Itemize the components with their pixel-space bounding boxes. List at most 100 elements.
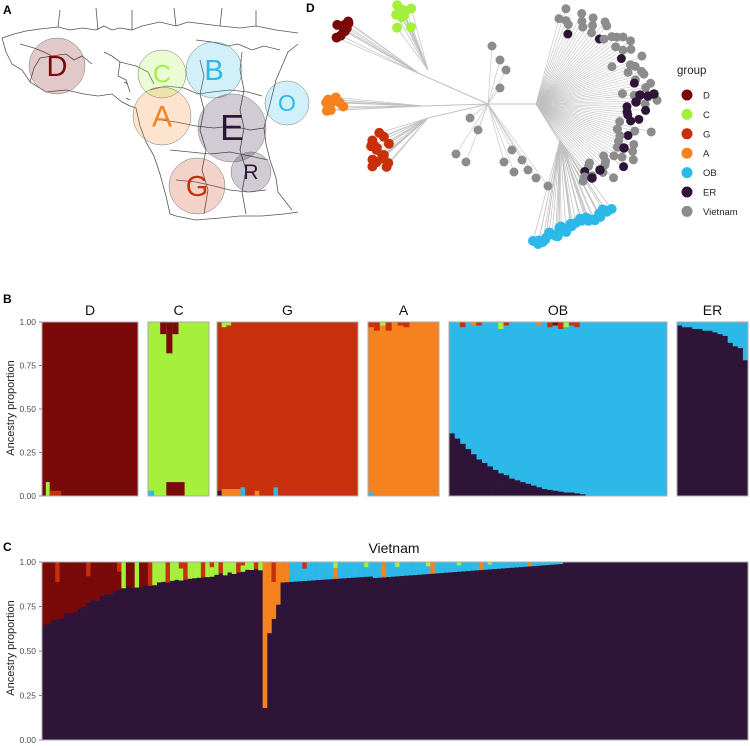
bar-segment-ob bbox=[682, 322, 688, 328]
tree-point-vietnam bbox=[617, 152, 627, 162]
facet-base-g bbox=[217, 322, 358, 496]
region-label-a: A bbox=[152, 100, 172, 133]
region-label-e: E bbox=[220, 107, 244, 148]
tree-edge bbox=[535, 25, 593, 105]
tree-edge bbox=[487, 103, 505, 163]
vietnam-bar-segment bbox=[306, 562, 312, 581]
tree-point-vietnam bbox=[626, 36, 636, 46]
vietnam-bar-segment bbox=[346, 562, 352, 579]
tree-point-vietnam bbox=[554, 14, 564, 24]
vietnam-bar-segment bbox=[134, 562, 140, 588]
vietnam-bar-segment bbox=[55, 562, 60, 583]
tree-edge bbox=[535, 82, 635, 105]
vietnam-bar-segment bbox=[117, 562, 122, 572]
vietnam-bar-segment bbox=[94, 562, 100, 601]
tree-point-vietnam bbox=[578, 176, 588, 186]
vietnam-bar-segment bbox=[192, 562, 197, 579]
tree-edge bbox=[487, 103, 549, 187]
vietnam-bar-segment bbox=[178, 562, 184, 569]
tree-edge bbox=[335, 97, 425, 107]
bar-segment-c bbox=[563, 322, 569, 328]
vietnam-bar-segment bbox=[302, 562, 307, 581]
vietnam-bar-segment bbox=[395, 562, 400, 568]
facet-base-er bbox=[677, 322, 748, 496]
bar-segment-ob bbox=[707, 322, 713, 331]
vietnam-bar-segment bbox=[403, 562, 409, 576]
bar-segment-d bbox=[166, 322, 173, 354]
facet-ob: OB bbox=[448, 302, 668, 497]
vietnam-bar-segment bbox=[430, 562, 435, 574]
bar-segment-ob bbox=[742, 322, 749, 361]
vietnam-bar-segment bbox=[399, 562, 405, 577]
vietnam-bar-segment bbox=[355, 562, 360, 578]
tree-edge bbox=[535, 103, 623, 158]
vietnam-bar-segment bbox=[425, 562, 431, 575]
tree-edge bbox=[535, 103, 590, 164]
facet-d: D bbox=[41, 302, 139, 497]
bar-segment-g bbox=[397, 322, 404, 326]
tree-edge bbox=[535, 103, 615, 157]
vietnam-bar-segment bbox=[474, 562, 480, 571]
panel-b-ylabel: Ancestry proportion bbox=[5, 360, 17, 455]
tree-edge bbox=[535, 103, 620, 122]
vietnam-bar-segment bbox=[231, 562, 237, 575]
bar-segment-er bbox=[503, 475, 510, 496]
tree-edge bbox=[371, 117, 429, 147]
facet-frame bbox=[216, 321, 359, 497]
bar-segment-ob bbox=[273, 487, 279, 496]
bar-segment-a bbox=[737, 322, 743, 324]
tree-edge bbox=[535, 26, 584, 105]
tree-point-vietnam bbox=[495, 55, 505, 65]
tree-point-er bbox=[616, 54, 626, 64]
vietnam-bar-segment bbox=[368, 562, 374, 577]
tree-edge bbox=[535, 103, 585, 172]
tree-point-vietnam bbox=[487, 41, 497, 51]
vietnam-bar-segment bbox=[121, 562, 127, 589]
vietnam-bar-segment bbox=[68, 562, 74, 614]
tree-edge bbox=[535, 87, 646, 105]
tree-edge bbox=[535, 24, 569, 105]
vietnam-bar-segment bbox=[333, 562, 338, 579]
tree-edge bbox=[344, 24, 421, 75]
bar-segment-a bbox=[536, 322, 542, 326]
region-label-d: D bbox=[47, 51, 68, 83]
y-tick-label: 0.50 bbox=[19, 404, 36, 414]
tree-point-vietnam bbox=[588, 13, 598, 23]
vietnam-bar-segment bbox=[297, 562, 303, 582]
bar-segment-er bbox=[449, 433, 455, 496]
vietnam-bar-segment bbox=[487, 562, 493, 565]
tree-point-vietnam bbox=[517, 155, 527, 165]
bar-segment-ob bbox=[712, 322, 718, 333]
bar-segment-er bbox=[525, 483, 532, 496]
panel-b-ancestry: Ancestry proportion 0.00 0.25 0.50 0.75 1.00… bbox=[5, 302, 749, 501]
vietnam-bar-segment bbox=[218, 562, 224, 574]
tree-point-ob bbox=[606, 204, 617, 215]
tree-edge bbox=[535, 20, 567, 105]
tree-edge bbox=[535, 103, 585, 178]
bar-segment-er bbox=[487, 466, 493, 496]
tree-point-er bbox=[635, 90, 645, 100]
region-label-r: R bbox=[243, 161, 258, 184]
facet-frame bbox=[448, 321, 668, 497]
tree-edge bbox=[477, 103, 489, 131]
vietnam-bar-segment bbox=[139, 562, 144, 588]
tree-edge bbox=[535, 66, 636, 105]
bar-segment-g bbox=[503, 322, 509, 326]
tree-point-d bbox=[343, 18, 354, 29]
vietnam-bar-segment bbox=[359, 562, 365, 578]
tree-edge bbox=[535, 103, 618, 148]
legend-swatch-d bbox=[681, 89, 693, 101]
vietnam-bar-segment bbox=[536, 562, 541, 566]
vietnam-bar-segment bbox=[492, 562, 497, 570]
tree-point-vietnam bbox=[628, 146, 638, 156]
vietnam-bar-segment bbox=[381, 562, 387, 578]
tree-edge bbox=[535, 8, 567, 105]
tree-edge bbox=[535, 40, 631, 105]
tree-edge bbox=[535, 71, 642, 105]
facet-frame bbox=[367, 321, 440, 497]
vietnam-bar-segment bbox=[165, 562, 171, 583]
bar-segment-d bbox=[552, 322, 558, 326]
tree-point-vietnam bbox=[630, 126, 640, 136]
bar-segment-d bbox=[172, 322, 179, 335]
tree-edge bbox=[535, 13, 582, 105]
